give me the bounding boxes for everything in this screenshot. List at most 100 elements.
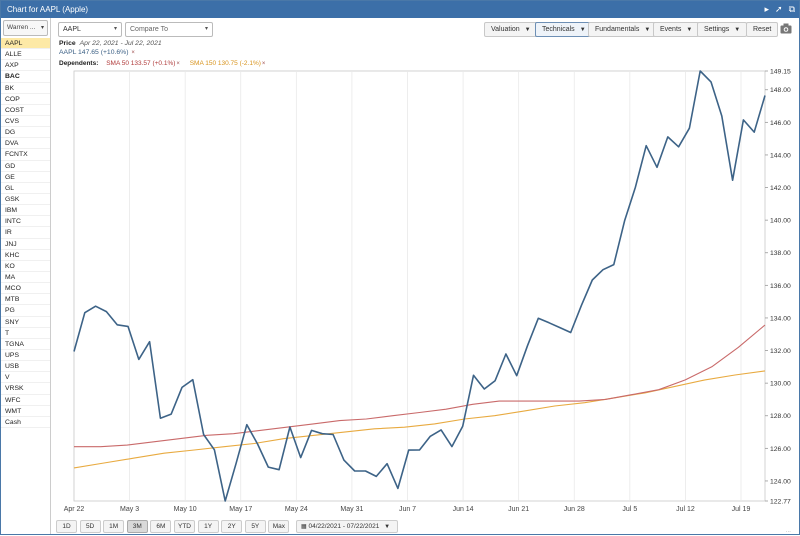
- ticker-item-gd[interactable]: GD: [1, 161, 50, 172]
- ticker-item-sny[interactable]: SNY: [1, 317, 50, 328]
- chevron-down-icon: ▼: [644, 27, 651, 33]
- x-tick-label: May 24: [285, 506, 308, 513]
- ticker-item-axp[interactable]: AXP: [1, 60, 50, 72]
- x-tick-label: Jun 21: [508, 506, 529, 513]
- chevron-down-icon: ▾: [113, 26, 117, 32]
- pin-icon[interactable]: ➚: [775, 4, 783, 14]
- ticker-item-wfc[interactable]: WFC: [1, 395, 50, 406]
- ticker-item-fcntx[interactable]: FCNTX: [1, 149, 50, 161]
- remove-sma50-button[interactable]: ×: [176, 61, 180, 67]
- ticker-item-t[interactable]: T: [1, 328, 50, 339]
- reset-button[interactable]: Reset: [746, 22, 779, 37]
- chevron-down-icon: ▾: [204, 26, 208, 32]
- range-button-ytd[interactable]: YTD: [174, 520, 195, 533]
- y-tick-label: 149.15: [770, 69, 791, 76]
- dependents-legend: Dependents: SMA 50 133.57 (+0.1%)× SMA 1…: [59, 60, 265, 67]
- y-tick-label: 138.00: [770, 250, 791, 257]
- range-button-5y[interactable]: 5Y: [244, 520, 266, 533]
- ticker-item-wmt[interactable]: WMT: [1, 406, 50, 417]
- range-button-2y[interactable]: 2Y: [221, 520, 243, 533]
- y-tick-label: 144.00: [770, 152, 791, 159]
- ticker-item-bk[interactable]: BK: [1, 83, 50, 94]
- y-tick-label: 146.00: [770, 120, 791, 127]
- valuation-button[interactable]: Valuation ▼: [484, 22, 538, 37]
- ticker-sidebar: Warren ... ▾ AAPL ALLE AXP BAC BK COP COST CVS D…: [1, 18, 51, 534]
- date-range-picker[interactable]: ▦ 04/22/2021 - 07/22/2021 ▼: [296, 520, 398, 533]
- chevron-down-icon: ▾: [40, 25, 44, 31]
- ticker-item-dg[interactable]: DG: [1, 127, 50, 139]
- watchlist-select[interactable]: Warren ... ▾: [3, 20, 48, 36]
- y-tick-label: 136.00: [770, 283, 791, 290]
- popout-icon[interactable]: ⧉: [788, 4, 795, 14]
- ticker-item-cvs[interactable]: CVS: [1, 116, 50, 128]
- ticker-item-ups[interactable]: UPS: [1, 350, 50, 362]
- range-button-max[interactable]: Max: [268, 520, 290, 533]
- series-value: AAPL 147.65 (+10.6%): [59, 49, 129, 56]
- window-titlebar: Chart for AAPL (Apple) ▸ ➚ ⧉: [1, 1, 799, 18]
- y-tick-label: 140.00: [770, 218, 791, 225]
- x-tick-label: May 31: [340, 506, 363, 513]
- ticker-item-mco[interactable]: MCO: [1, 283, 50, 295]
- plot-area: [73, 70, 766, 502]
- ticker-item-gsk[interactable]: GSK: [1, 194, 50, 206]
- events-button[interactable]: Events ▼: [653, 22, 700, 37]
- ticker-item-pg[interactable]: PG: [1, 305, 50, 317]
- ticker-item-aapl[interactable]: AAPL: [1, 38, 50, 50]
- price-line: [73, 70, 766, 502]
- sma50-line: [74, 324, 766, 448]
- ticker-item-ma[interactable]: MA: [1, 272, 50, 284]
- ticker-item-khc[interactable]: KHC: [1, 250, 50, 261]
- ticker-item-dva[interactable]: DVA: [1, 138, 50, 150]
- ticker-item-ir[interactable]: IR: [1, 227, 50, 239]
- watermark-text: ···: [785, 529, 792, 535]
- dependents-label: Dependents:: [59, 60, 99, 67]
- price-header: Price Apr 22, 2021 - Jul 22, 2021: [59, 40, 162, 47]
- range-button-6m[interactable]: 6M: [150, 520, 172, 533]
- window-title: Chart for AAPL (Apple): [7, 5, 89, 14]
- x-tick-label: May 17: [229, 506, 252, 513]
- ticker-item-cost[interactable]: COST: [1, 105, 50, 116]
- range-button-3m[interactable]: 3M: [126, 520, 148, 533]
- ticker-item-cop[interactable]: COP: [1, 94, 50, 105]
- ticker-item-cash[interactable]: Cash: [1, 417, 50, 428]
- ticker-item-jnj[interactable]: JNJ: [1, 239, 50, 250]
- symbol-select[interactable]: AAPL ▾: [58, 22, 122, 37]
- settings-button[interactable]: Settings ▼: [697, 22, 748, 37]
- price-label: Price: [59, 40, 76, 47]
- camera-icon[interactable]: [780, 23, 792, 36]
- ticker-item-tgna[interactable]: TGNA: [1, 339, 50, 350]
- ticker-item-intc[interactable]: INTC: [1, 216, 50, 228]
- range-button-1y[interactable]: 1Y: [197, 520, 219, 533]
- y-tick-label: 126.00: [770, 446, 791, 453]
- remove-series-button[interactable]: ×: [131, 50, 135, 56]
- technicals-button[interactable]: Technicals ▼: [535, 22, 593, 37]
- ticker-item-alle[interactable]: ALLE: [1, 49, 50, 61]
- calendar-icon: ▦: [301, 524, 307, 530]
- x-tick-label: Jun 28: [564, 506, 585, 513]
- y-tick-label: 128.00: [770, 413, 791, 420]
- range-button-1d[interactable]: 1D: [56, 520, 77, 533]
- ticker-item-ibm[interactable]: IBM: [1, 205, 50, 217]
- ticker-item-mtb[interactable]: MTB: [1, 294, 50, 306]
- range-button-1m[interactable]: 1M: [103, 520, 125, 533]
- y-tick-label: 134.00: [770, 315, 791, 322]
- x-tick-label: Jul 5: [622, 506, 637, 513]
- ticker-item-usb[interactable]: USB: [1, 361, 50, 373]
- remove-sma150-button[interactable]: ×: [261, 61, 266, 67]
- compare-select[interactable]: Compare To ▾: [125, 22, 213, 37]
- ticker-item-ge[interactable]: GE: [1, 172, 50, 183]
- range-bar: 1D 5D 1M 3M 6M YTD 1Y 2Y 5Y Max ▦ 04/22/2021 - 07…: [52, 518, 799, 536]
- fundamentals-button[interactable]: Fundamentals ▼: [588, 22, 658, 37]
- chart-panel: AAPL ▾ Compare To ▾ Valuation ▼ Technical…: [52, 18, 800, 536]
- ticker-item-ko[interactable]: KO: [1, 261, 50, 272]
- range-button-5d[interactable]: 5D: [79, 520, 101, 533]
- y-tick-label: 124.00: [770, 478, 791, 485]
- arrow-right-icon[interactable]: ▸: [764, 4, 770, 14]
- ticker-item-v[interactable]: V: [1, 372, 50, 384]
- ticker-item-gl[interactable]: GL: [1, 183, 50, 194]
- ticker-item-vrsk[interactable]: VRSK: [1, 383, 50, 395]
- price-chart[interactable]: Apr 22 May 3 May 10 May 17 May 24 May 31 Jun 7…: [52, 18, 800, 518]
- ticker-item-bac[interactable]: BAC: [1, 71, 50, 83]
- chevron-down-icon: ▼: [734, 27, 741, 33]
